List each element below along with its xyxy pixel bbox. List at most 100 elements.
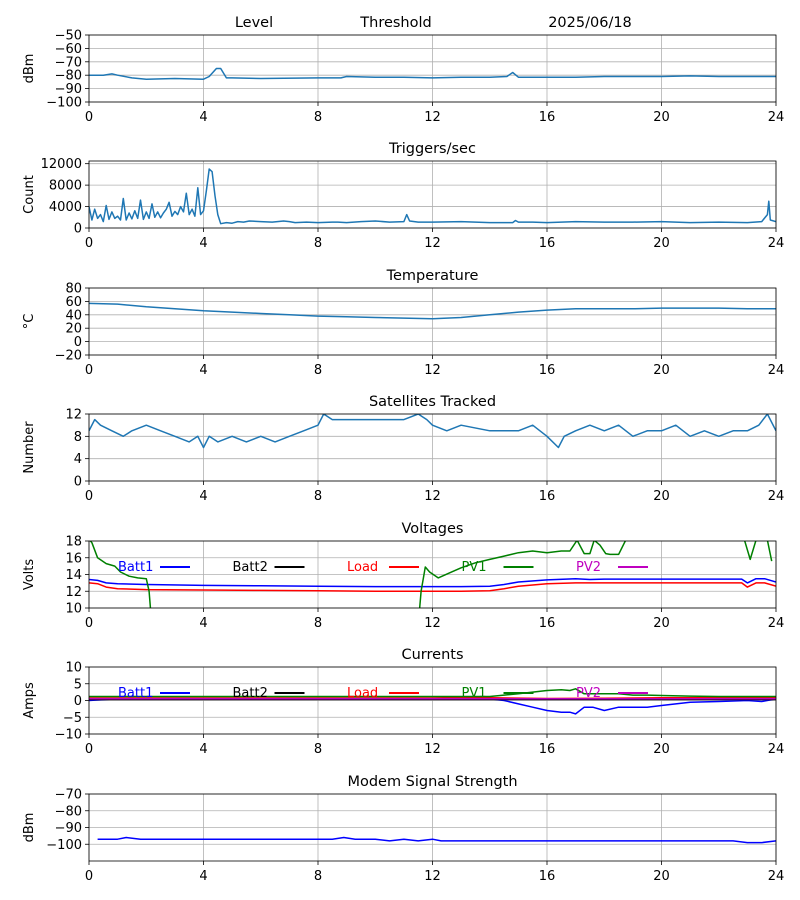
x-tick-label: 12 [424, 236, 441, 251]
y-tick-label: −60 [55, 42, 82, 57]
y-tick-label: −10 [55, 728, 82, 743]
x-tick-label: 20 [653, 742, 670, 757]
x-tick-label: 24 [768, 363, 785, 378]
y-tick-label: 10 [65, 661, 82, 676]
chart-panel-4: 0 4 8 12 16 20 24 0 4 8 12 Satellites Tracked Number [22, 394, 784, 504]
chart-panel-1: 0 4 8 12 16 20 24 −50−60−70−80−90−100 dBm [22, 29, 784, 126]
x-tick-label: 20 [653, 616, 670, 631]
y-axis-label: Volts [22, 559, 37, 591]
legend-label-pv2: PV2 [576, 560, 601, 575]
x-tick-label: 24 [768, 869, 785, 884]
series-line-pv1 [89, 688, 776, 698]
series-line-load [89, 582, 776, 593]
series-line-1 [89, 414, 776, 449]
x-tick-label: 24 [768, 616, 785, 631]
plot-frame [88, 413, 777, 482]
y-tick-label: 80 [65, 282, 82, 297]
x-tick-label: 4 [199, 489, 207, 504]
x-tick-label: 12 [424, 616, 441, 631]
y-tick-label: −90 [55, 821, 82, 836]
chart-panel-2: 0 4 8 12 16 20 24 0 4000 8000 12000 Triggers/sec Cou… [22, 141, 784, 251]
x-tick-label: 16 [539, 616, 556, 631]
plot-frame [88, 287, 777, 356]
x-tick-label: 12 [424, 110, 441, 125]
y-axis-label: Number [22, 421, 37, 474]
y-tick-label: 0 [74, 694, 82, 709]
plot-frame [88, 793, 777, 862]
x-tick-label: 20 [653, 363, 670, 378]
series-line-1 [89, 168, 776, 225]
y-tick-label: −20 [55, 349, 82, 364]
x-tick-label: 12 [424, 742, 441, 757]
legend-label-load: Load [347, 560, 378, 575]
x-tick-label: 8 [314, 236, 322, 251]
y-tick-label: −70 [55, 788, 82, 803]
plot-frame [88, 34, 777, 103]
y-tick-label: 18 [65, 535, 82, 550]
header-threshold: Threshold [359, 15, 431, 31]
x-tick-label: 24 [768, 236, 785, 251]
y-tick-label: 60 [65, 295, 82, 310]
x-tick-label: 16 [539, 363, 556, 378]
y-tick-label: 12 [65, 585, 82, 600]
y-axis-label: Amps [22, 682, 37, 719]
legend-label-pv1: PV1 [462, 560, 487, 575]
x-tick-label: 8 [314, 869, 322, 884]
y-tick-label: 5 [74, 677, 82, 692]
x-tick-label: 20 [653, 236, 670, 251]
y-tick-label: 4 [74, 452, 82, 467]
y-tick-label: 4000 [49, 200, 82, 215]
x-tick-label: 16 [539, 742, 556, 757]
legend-label-pv2: PV2 [576, 686, 601, 701]
y-tick-label: 10 [65, 602, 82, 617]
x-tick-label: 0 [85, 616, 93, 631]
y-tick-label: 14 [65, 568, 82, 583]
plot-frame [88, 666, 777, 735]
legend-label-pv1: PV1 [462, 686, 487, 701]
chart-panel-7: 0 4 8 12 16 20 24 −70−80 −90 −100 Modem Signal Str… [22, 774, 784, 884]
chart-panel-6: 0 4 8 12 16 20 24 105 0 −5 −10 Currents Amps Batt1 Bat… [22, 647, 784, 757]
header-date: 2025/06/18 [548, 15, 632, 31]
x-tick-label: 12 [424, 363, 441, 378]
y-tick-label: 12 [65, 408, 82, 423]
y-tick-label: −50 [55, 29, 82, 44]
y-axis-label: dBm [22, 54, 37, 84]
legend-label-batt1: Batt1 [118, 560, 153, 575]
header-level: Level [235, 15, 273, 31]
y-tick-label: 12000 [41, 157, 82, 172]
x-tick-label: 8 [314, 489, 322, 504]
plot-frame [88, 160, 777, 229]
y-tick-label: 8 [74, 430, 82, 445]
y-tick-label: 8000 [49, 179, 82, 194]
plot-frame [88, 540, 777, 609]
x-tick-label: 8 [314, 110, 322, 125]
y-tick-label: 0 [74, 222, 82, 237]
x-tick-label: 0 [85, 742, 93, 757]
x-tick-label: 24 [768, 489, 785, 504]
x-tick-label: 0 [85, 869, 93, 884]
x-tick-label: 24 [768, 742, 785, 757]
x-tick-label: 8 [314, 742, 322, 757]
x-tick-label: 0 [85, 489, 93, 504]
x-tick-label: 12 [424, 489, 441, 504]
x-tick-label: 16 [539, 869, 556, 884]
x-tick-label: 4 [199, 742, 207, 757]
chart-title: Satellites Tracked [369, 394, 496, 410]
x-tick-label: 4 [199, 110, 207, 125]
y-tick-label: −100 [46, 96, 82, 111]
series-line-1 [89, 302, 776, 320]
series-line-batt1 [89, 577, 776, 588]
x-tick-label: 0 [85, 236, 93, 251]
chart-title: Triggers/sec [388, 141, 476, 157]
y-tick-label: −90 [55, 82, 82, 97]
y-axis-label: °C [22, 314, 37, 330]
x-tick-label: 4 [199, 869, 207, 884]
y-tick-label: −100 [46, 838, 82, 853]
y-tick-label: −80 [55, 804, 82, 819]
x-tick-label: 24 [768, 110, 785, 125]
y-tick-label: −80 [55, 69, 82, 84]
